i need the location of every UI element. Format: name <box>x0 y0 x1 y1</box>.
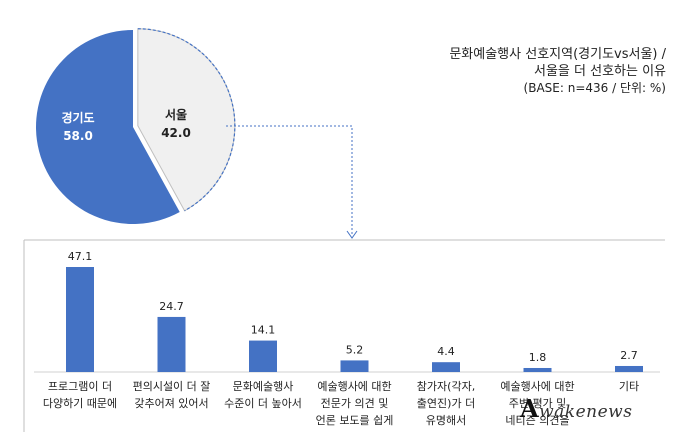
title-line-1: 문화예술행사 선호지역(경기도vs서울) / <box>449 47 666 62</box>
x-tick-label-2-1: 수준이 더 높아서 <box>224 397 302 410</box>
connector-arrowhead <box>346 230 358 239</box>
title-line-3: (BASE: n=436 / 단위: %) <box>523 81 666 95</box>
chart-title: 문화예술행사 선호지역(경기도vs서울) / 서울을 더 선호하는 이유 (BA… <box>366 46 666 97</box>
x-tick-label-4-0: 참가자(각자, <box>417 380 475 393</box>
x-tick-label-2-0: 문화예술행사 <box>233 380 294 393</box>
x-tick-label-0-1: 다양하기 때문에 <box>43 396 117 410</box>
x-tick-label-5-1: 주변 평가 및 <box>509 397 567 410</box>
pie-label-seoul: 서울 <box>165 107 187 122</box>
bar-value-label-6: 2.7 <box>620 349 638 362</box>
watermark-logo: Awakenews <box>520 394 633 423</box>
bar-value-label-5: 1.8 <box>529 351 547 364</box>
x-tick-label-3-0: 예술행사에 대한 <box>317 380 391 393</box>
x-tick-label-1-1: 갖추어져 있어서 <box>134 397 208 410</box>
pie-value-gyeonggi: 58.0 <box>63 129 93 143</box>
pie-value-seoul: 42.0 <box>161 126 191 140</box>
x-tick-label-1-0: 편의시설이 더 잘 <box>133 380 211 393</box>
x-tick-label-6-0: 기타 <box>619 380 639 393</box>
pie-slice-gyeonggi <box>35 30 180 224</box>
x-tick-label-5-2: 네티즌 의견을 <box>505 414 569 427</box>
bar-2 <box>249 340 277 372</box>
title-line-2: 서울을 더 선호하는 이유 <box>534 64 666 79</box>
x-tick-label-4-2: 유명해서 <box>426 413 466 427</box>
x-tick-label-3-1: 전문가 의견 및 <box>321 397 389 410</box>
bar-value-label-1: 24.7 <box>159 300 184 313</box>
bar-1 <box>157 316 186 372</box>
connector-line <box>226 125 353 236</box>
bar-value-label-4: 4.4 <box>437 345 455 358</box>
x-tick-label-4-1: 출연진)가 더 <box>417 397 475 410</box>
pie-label-gyeonggi: 경기도 <box>61 110 94 125</box>
bar-0 <box>66 267 94 372</box>
x-tick-label-3-2: 언론 보도를 쉽게 <box>316 414 394 427</box>
bar-value-label-3: 5.2 <box>346 343 364 356</box>
bar-6 <box>615 365 643 372</box>
bar-4 <box>432 362 460 372</box>
bar-value-label-0: 47.1 <box>68 250 93 263</box>
x-tick-label-5-0: 예술행사에 대한 <box>500 380 574 393</box>
x-tick-label-0-0: 프로그램이 더 <box>48 380 112 393</box>
bar-5 <box>523 367 552 372</box>
pie-seoul-outline <box>137 28 236 212</box>
bar-3 <box>340 360 369 372</box>
bar-value-label-2: 14.1 <box>251 324 276 337</box>
watermark-text: wakenews <box>539 402 633 422</box>
